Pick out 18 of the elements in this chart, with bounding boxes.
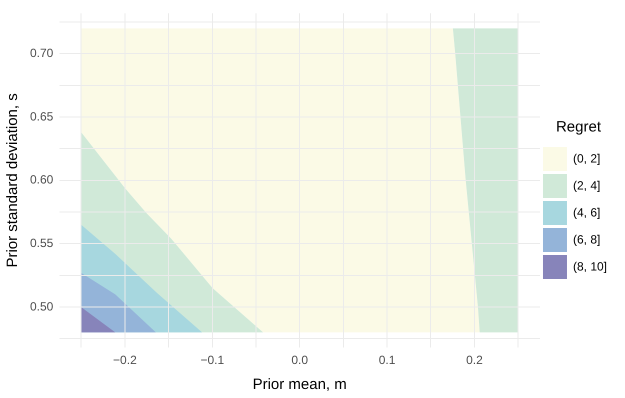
x-tick-label: −0.2 (113, 353, 138, 368)
y-tick-label: 0.70 (30, 46, 54, 60)
legend-label: (0, 2] (572, 151, 600, 166)
y-axis-title: Prior standard deviation, s (4, 93, 22, 268)
legend-label: (8, 10] (572, 259, 608, 274)
x-tick-label: 0.2 (466, 353, 484, 368)
y-tick-label: 0.65 (30, 109, 54, 124)
legend-label: (2, 4] (572, 178, 600, 192)
y-tick-label: 0.55 (30, 236, 54, 250)
x-tick-label: 0.0 (291, 353, 308, 368)
legend-title: Regret (556, 118, 602, 136)
legend-label: (6, 8] (572, 232, 600, 246)
legend-label: (4, 6] (572, 205, 600, 220)
y-tick-label: 0.50 (30, 299, 54, 314)
y-tick-label: 0.60 (30, 172, 54, 187)
x-tick-label: 0.1 (378, 353, 396, 368)
x-tick-label: −0.1 (200, 353, 224, 368)
x-axis-title: Prior mean, m (252, 376, 347, 394)
